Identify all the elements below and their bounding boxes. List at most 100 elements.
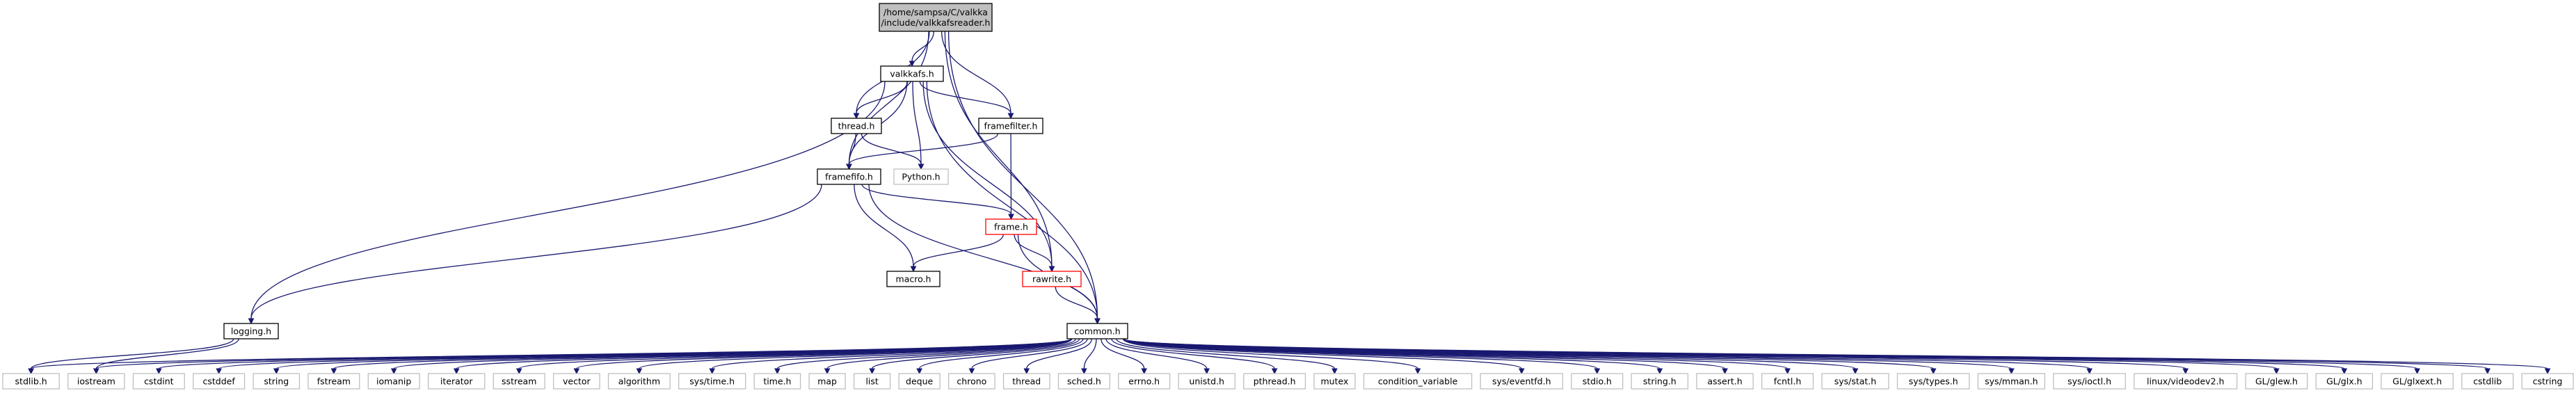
edge-common-to-chrono: [971, 338, 1088, 369]
node-label-systypes: sys/types.h: [1909, 376, 1958, 387]
node-label-framefifo: framefifo.h: [825, 172, 873, 182]
node-box-fcntl: [1761, 373, 1814, 390]
node-label-iomanip: iomanip: [376, 376, 411, 387]
edge-common-to-systime: [712, 338, 1072, 369]
node-root[interactable]: /home/sampsa/C/valkka/include/valkkafsre…: [879, 3, 993, 32]
node-box-systime: [678, 373, 746, 390]
node-thread[interactable]: thread.h: [831, 118, 882, 134]
node-label-errno: errno.h: [1128, 376, 1160, 387]
node-framefilter[interactable]: framefilter.h: [978, 118, 1043, 134]
node-label-root: /include/valkkafsreader.h: [881, 17, 991, 28]
arrowhead-common-to-vector: [573, 368, 580, 375]
node-pthread: pthread.h: [1243, 373, 1306, 390]
node-systime: sys/time.h: [678, 373, 746, 390]
edge-thread-to-python: [861, 133, 922, 165]
edges-layer: [28, 31, 2551, 375]
edge-framefilter-to-framefifo: [848, 133, 999, 165]
arrowhead-common-to-algorithm: [636, 368, 643, 375]
node-label-sched: sched.h: [1067, 376, 1101, 387]
node-box-errno: [1118, 373, 1171, 390]
arrowhead-common-to-videodev2: [2182, 368, 2189, 375]
node-frame[interactable]: frame.h: [985, 218, 1037, 235]
node-box-valkkafs: [880, 65, 944, 82]
arrowhead-common-to-mutex: [1331, 368, 1338, 375]
node-box-cstdlib: [2461, 373, 2514, 390]
node-label-assert: assert.h: [1707, 376, 1742, 387]
node-label-cstring: cstring: [2533, 376, 2563, 387]
node-logging[interactable]: logging.h: [223, 323, 279, 339]
edge-common-to-cstring: [1123, 338, 2548, 369]
node-sysioctl: sys/ioctl.h: [2053, 373, 2126, 390]
arrowhead-common-to-condvar: [1414, 368, 1421, 375]
arrowhead-common-to-time: [774, 368, 781, 375]
arrowhead-rawrite-to-common: [1094, 318, 1101, 325]
node-label-frame: frame.h: [994, 222, 1028, 232]
node-videodev2: linux/videodev2.h: [2134, 373, 2238, 390]
node-box-root: [879, 3, 993, 32]
node-framefifo[interactable]: framefifo.h: [817, 168, 881, 185]
node-box-condvar: [1363, 373, 1473, 390]
node-label-sstream: sstream: [502, 376, 536, 387]
arrowhead-common-to-string: [273, 368, 280, 375]
node-box-map: [808, 373, 846, 390]
node-vector: vector: [552, 373, 600, 390]
node-stringh: string.h: [1631, 373, 1689, 390]
node-systypes: sys/types.h: [1896, 373, 1970, 390]
node-rawrite[interactable]: rawrite.h: [1022, 271, 1082, 287]
arrowhead-common-to-pthread: [1271, 368, 1278, 375]
node-box-unistd: [1178, 373, 1235, 390]
node-common[interactable]: common.h: [1066, 323, 1128, 339]
arrowhead-common-to-glew: [2273, 368, 2280, 375]
node-iostream: iostream: [67, 373, 125, 390]
node-box-iostream: [67, 373, 125, 390]
node-label-systime: sys/time.h: [689, 376, 735, 387]
node-box-cstddef: [193, 373, 246, 390]
node-iomanip: iomanip: [367, 373, 420, 390]
node-label-map: map: [817, 376, 837, 387]
arrowhead-common-to-systime: [709, 368, 715, 375]
edge-common-to-mutex: [1116, 338, 1336, 369]
arrowhead-framefilter-to-framefifo: [846, 163, 852, 170]
node-valkkafs[interactable]: valkkafs.h: [880, 65, 944, 82]
node-chrono: chrono: [948, 373, 995, 390]
node-stdlib: stdlib.h: [2, 373, 60, 390]
node-box-chrono: [948, 373, 995, 390]
node-label-common: common.h: [1074, 326, 1120, 337]
node-list: list: [853, 373, 891, 390]
node-macro[interactable]: macro.h: [886, 271, 941, 287]
node-box-list: [853, 373, 891, 390]
edge-common-to-unistd: [1105, 338, 1208, 369]
node-label-threadstd: thread: [1012, 376, 1041, 387]
edge-valkkafs-to-python: [912, 81, 922, 165]
node-errno: errno.h: [1118, 373, 1171, 390]
arrowhead-common-to-stdlib: [28, 368, 34, 375]
edge-rawrite-to-common: [1055, 286, 1098, 319]
node-label-eventfd: sys/eventfd.h: [1492, 376, 1551, 387]
arrowhead-common-to-sched: [1081, 368, 1087, 375]
edge-root-to-framefifo: [848, 31, 929, 165]
edge-valkkafs-to-logging: [250, 81, 886, 319]
edge-common-to-map: [826, 338, 1077, 369]
node-box-framefifo: [817, 168, 881, 185]
arrowhead-common-to-fcntl: [1784, 368, 1791, 375]
arrowhead-framefifo-to-logging: [248, 318, 255, 325]
node-map: map: [808, 373, 846, 390]
arrowhead-common-to-chrono: [968, 368, 975, 375]
node-iterator: iterator: [427, 373, 486, 390]
node-label-stringh: string.h: [1643, 376, 1677, 387]
node-glew: GL/glew.h: [2245, 373, 2308, 390]
node-label-cstdint: cstdint: [144, 376, 174, 387]
node-glx: GL/glx.h: [2315, 373, 2374, 390]
node-label-list: list: [865, 376, 878, 387]
node-sysmman: sys/mman.h: [1977, 373, 2046, 390]
node-label-rawrite: rawrite.h: [1032, 274, 1071, 285]
node-box-glew: [2245, 373, 2308, 390]
arrowhead-common-to-cstdint: [156, 368, 162, 375]
edge-common-to-condvar: [1122, 338, 1418, 369]
arrowhead-common-to-stdio: [1594, 368, 1601, 375]
node-unistd: unistd.h: [1178, 373, 1235, 390]
arrowhead-common-to-cstring: [2544, 368, 2551, 375]
node-box-stdlib: [2, 373, 60, 390]
node-label-cstddef: cstddef: [203, 376, 236, 387]
arrowhead-common-to-sstream: [515, 368, 522, 375]
